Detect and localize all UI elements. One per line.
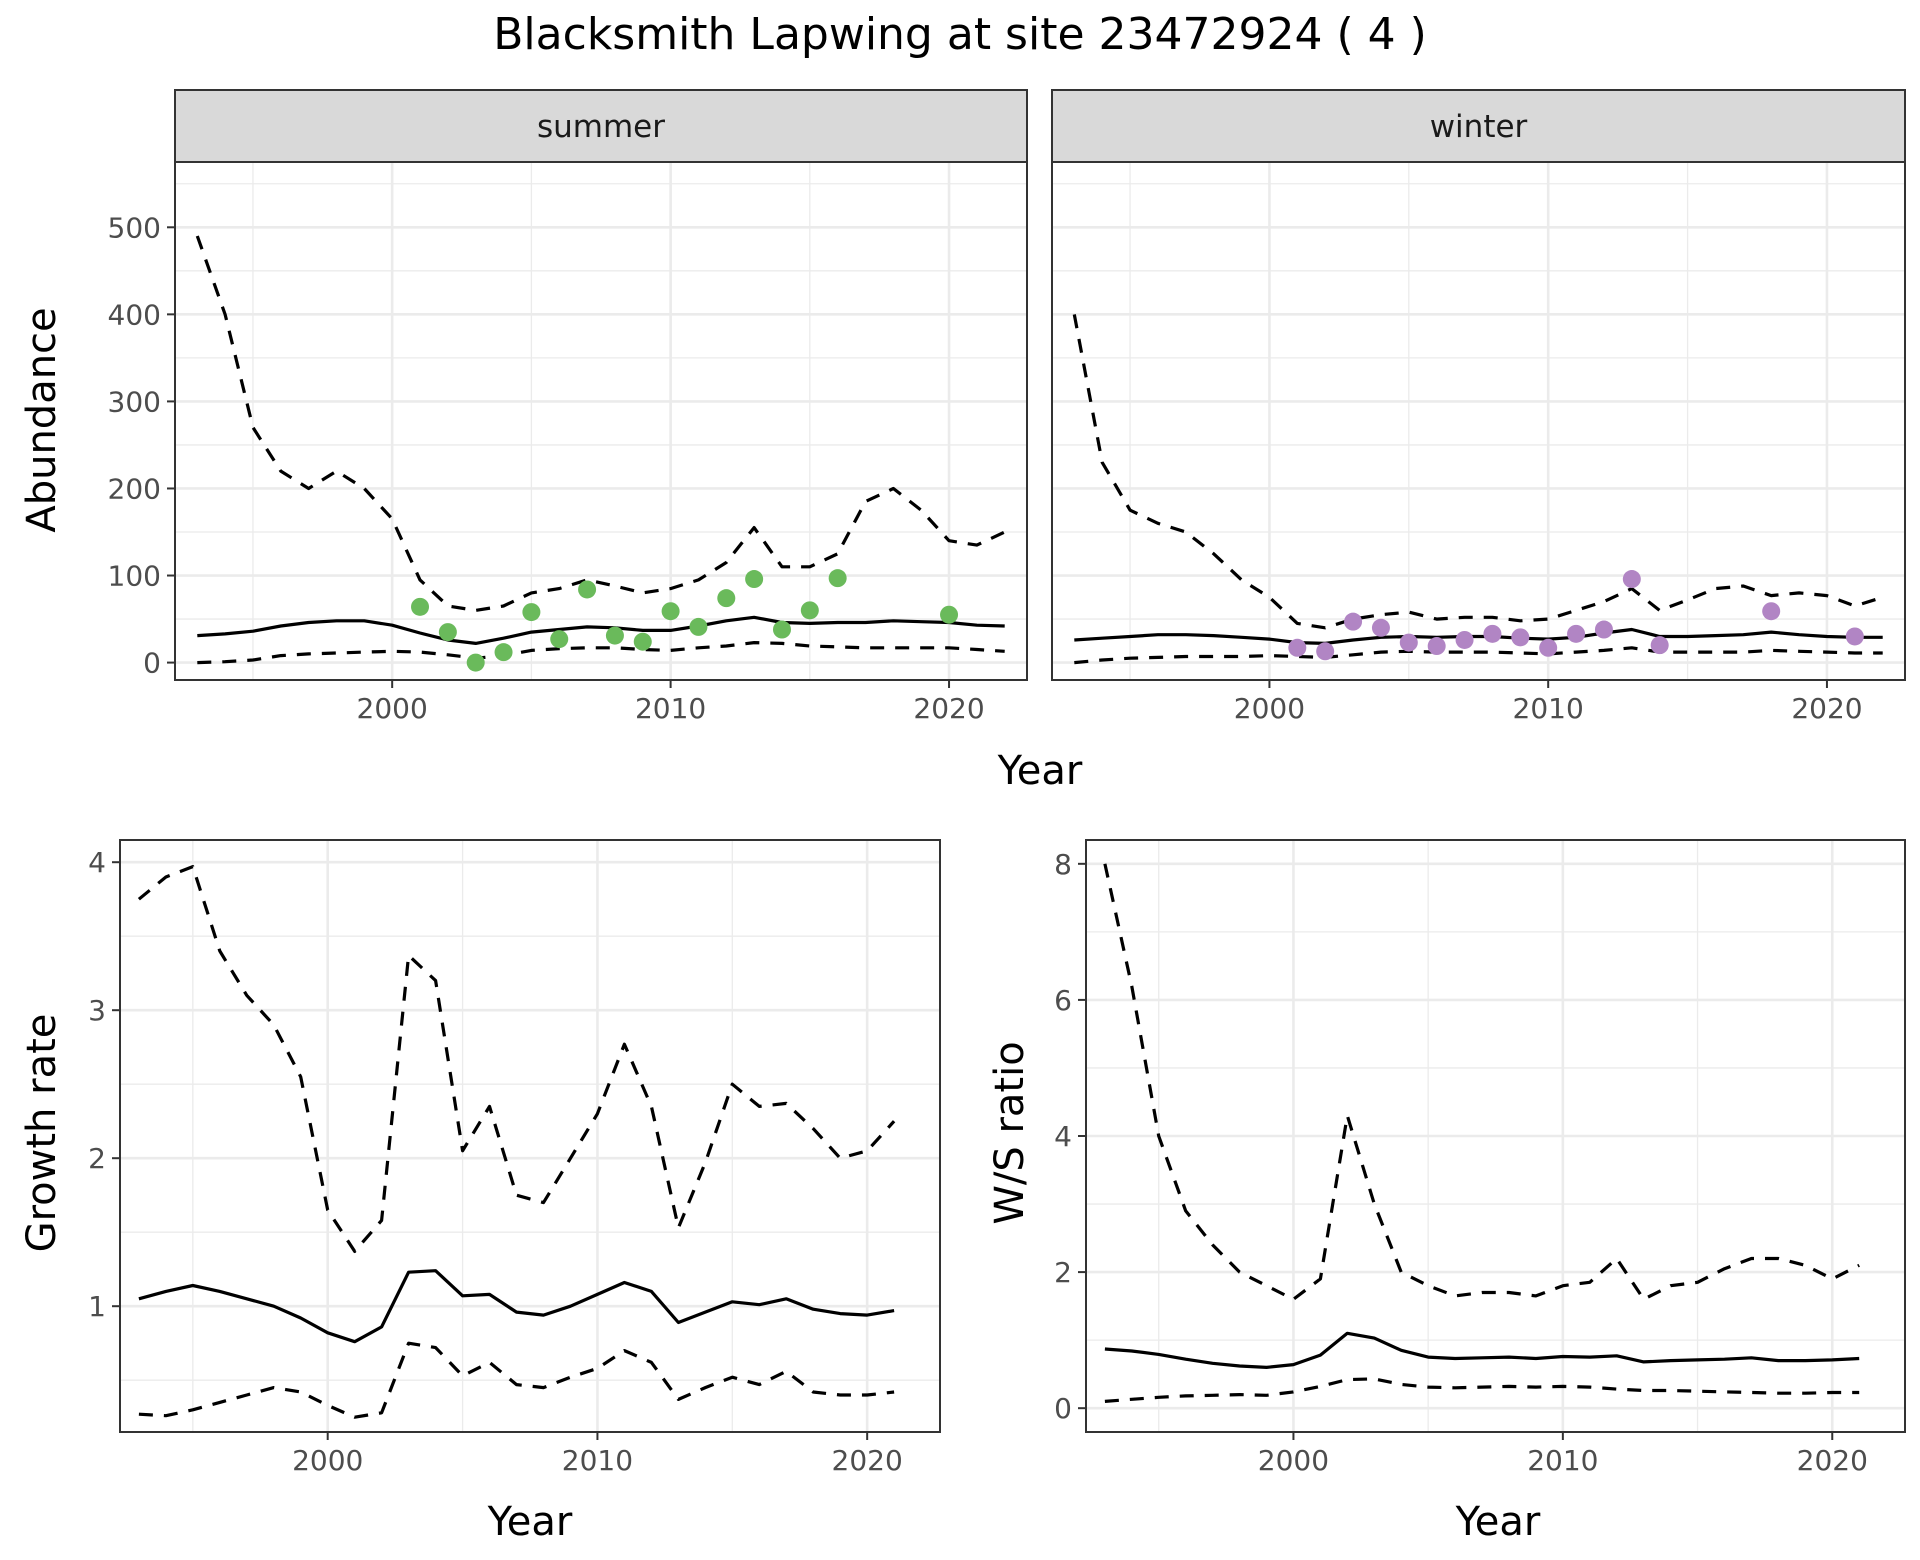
winter-observed-point xyxy=(1427,637,1446,656)
winter-observed-point xyxy=(1567,624,1586,643)
growth-lower-ci-line xyxy=(138,1341,895,1419)
summer-observed-point xyxy=(940,605,959,624)
growth-x-tick-label: 2010 xyxy=(562,1444,633,1477)
ws-y-tick-label: 4 xyxy=(1054,1120,1072,1153)
winter-observed-point xyxy=(1594,620,1613,639)
growth-y-axis-title: Growth rate xyxy=(19,1014,65,1253)
summer-observed-point xyxy=(717,589,736,608)
summer-observed-point xyxy=(578,580,597,599)
winter-strip xyxy=(1051,89,1906,163)
panel-winter-abundance: 2000 2010 2020 winter xyxy=(1051,89,1906,725)
winter-observed-point xyxy=(1316,642,1335,661)
winter-observed-point xyxy=(1539,638,1558,657)
ws-x-tick-label: 2000 xyxy=(1258,1444,1329,1477)
summer-x-tick-label: 2000 xyxy=(357,692,428,725)
winter-observed-point xyxy=(1288,638,1307,657)
summer-observed-point xyxy=(522,603,541,622)
summer-y-tick-label: 200 xyxy=(108,472,161,505)
summer-observed-point xyxy=(494,643,513,662)
summer-observed-point xyxy=(745,570,764,589)
ws-x-tick-label: 2010 xyxy=(1527,1444,1598,1477)
growth-x-tick-label: 2000 xyxy=(292,1444,363,1477)
winter-observed-point xyxy=(1483,624,1502,643)
winter-upper-ci-line xyxy=(1072,314,1884,630)
summer-observed-point xyxy=(661,602,680,621)
summer-observed-point xyxy=(605,626,624,645)
growth-mean-line xyxy=(138,1269,895,1344)
summer-y-tick-label: 300 xyxy=(108,385,161,418)
winter-lower-ci-line xyxy=(1074,646,1883,665)
summer-x-tick-label: 2010 xyxy=(635,692,706,725)
ws-x-tick-label: 2020 xyxy=(1797,1444,1868,1477)
panel-growth-rate: 2000 2010 2020 1 2 3 4 xyxy=(88,839,941,1477)
summer-y-tick-label: 0 xyxy=(143,647,161,680)
ws-lower-ci-line xyxy=(1104,1377,1860,1403)
ws-y-axis-title: W/S ratio xyxy=(987,1041,1033,1224)
winter-observed-point xyxy=(1845,627,1864,646)
summer-observed-point xyxy=(800,601,819,620)
ws-y-tick-label: 8 xyxy=(1054,848,1072,881)
ws-upper-ci-line xyxy=(1103,863,1860,1301)
summer-y-tick-label: 400 xyxy=(108,298,161,331)
summer-lower-ci-line xyxy=(197,641,1005,665)
winter-panel-border xyxy=(1051,161,1906,681)
winter-observed-point xyxy=(1344,612,1363,631)
winter-observed-point xyxy=(1371,618,1390,637)
winter-observed-point xyxy=(1762,602,1781,621)
summer-observed-point xyxy=(438,623,457,642)
summer-observed-point xyxy=(828,569,847,588)
ws-x-axis-title: Year xyxy=(1455,1499,1541,1545)
summer-observed-point xyxy=(689,617,708,636)
summer-y-tick-label: 500 xyxy=(108,211,161,244)
winter-x-tick-label: 2010 xyxy=(1513,692,1584,725)
winter-observed-point xyxy=(1622,570,1641,589)
summer-mean-line xyxy=(197,615,1005,645)
growth-y-tick-label: 3 xyxy=(88,994,106,1027)
summer-observed-point xyxy=(550,630,569,649)
ws-y-tick-label: 2 xyxy=(1054,1256,1072,1289)
summer-observed-point xyxy=(466,653,485,672)
growth-upper-ci-line xyxy=(137,865,896,1253)
growth-y-tick-label: 2 xyxy=(88,1142,106,1175)
growth-y-tick-label: 1 xyxy=(88,1290,106,1323)
panel-summer-abundance: 2000 2010 2020 0 100 200 300 400 500 summer xyxy=(108,89,1028,725)
winter-observed-point xyxy=(1650,636,1669,655)
abundance-x-axis-title: Year xyxy=(997,748,1083,794)
summer-observed-point xyxy=(633,632,652,651)
winter-x-tick-label: 2020 xyxy=(1791,692,1862,725)
summer-x-tick-label: 2020 xyxy=(913,692,984,725)
ws-mean-line xyxy=(1104,1331,1860,1369)
figure-title: Blacksmith Lapwing at site 23472924 ( 4 … xyxy=(493,9,1427,60)
summer-upper-ci-line xyxy=(195,235,1006,612)
ws-y-tick-label: 6 xyxy=(1054,984,1072,1017)
winter-observed-point xyxy=(1511,628,1530,647)
summer-strip-label: summer xyxy=(537,109,665,145)
ws-y-tick-label: 0 xyxy=(1054,1392,1072,1425)
winter-strip-label: winter xyxy=(1430,109,1528,145)
abundance-y-axis-title: Abundance xyxy=(19,307,65,532)
winter-x-tick-label: 2000 xyxy=(1234,692,1305,725)
growth-y-tick-label: 4 xyxy=(88,846,106,879)
growth-x-tick-label: 2020 xyxy=(832,1444,903,1477)
summer-observed-point xyxy=(411,597,430,616)
summer-observed-point xyxy=(772,620,791,639)
winter-observed-point xyxy=(1455,630,1474,649)
summer-y-tick-label: 100 xyxy=(108,560,161,593)
panel-ws-ratio: 2000 2010 2020 0 2 4 6 8 xyxy=(1054,839,1906,1477)
summer-strip xyxy=(174,89,1028,163)
summer-panel-border xyxy=(174,161,1028,681)
winter-observed-point xyxy=(1399,633,1418,652)
growth-x-axis-title: Year xyxy=(487,1499,573,1545)
growth-panel-border xyxy=(119,839,941,1433)
winter-mean-line xyxy=(1074,627,1883,645)
ws-panel-border xyxy=(1085,839,1906,1433)
